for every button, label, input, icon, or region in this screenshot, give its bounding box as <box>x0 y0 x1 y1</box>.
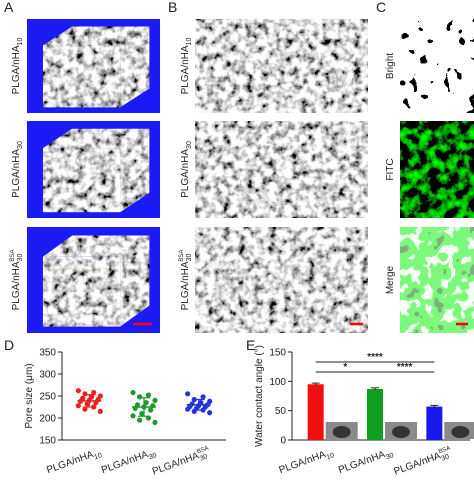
micrograph <box>400 19 474 113</box>
x-tick-label: PLGA/nHA10 <box>45 446 103 478</box>
sem-image <box>195 227 368 333</box>
y-tick-label: 0 <box>280 436 286 447</box>
significance-label: **** <box>397 362 413 373</box>
data-point <box>97 408 103 414</box>
significance-label: **** <box>367 352 383 363</box>
data-point <box>82 391 88 397</box>
bar <box>307 384 324 440</box>
row-label: PLGA/nHA10 <box>180 38 193 95</box>
panel-label: B <box>168 0 177 15</box>
data-point <box>82 406 88 412</box>
data-point <box>207 410 213 416</box>
y-tick-label: 200 <box>39 414 56 425</box>
cube-face <box>42 45 121 108</box>
cube-face <box>120 235 150 327</box>
y-tick-label: 50 <box>275 406 287 417</box>
significance-label: * <box>343 362 347 373</box>
data-point <box>75 388 81 394</box>
droplet <box>332 426 351 438</box>
row-label: PLGA/nHA30 <box>11 141 24 198</box>
sem-image <box>195 121 368 218</box>
y-tick-label: 350 <box>39 348 56 359</box>
y-axis-label: Water contact angle (°) <box>254 345 265 447</box>
y-tick-label: 250 <box>39 392 56 403</box>
data-point <box>200 394 206 400</box>
row-label: PLGA/nHA10 <box>11 38 24 95</box>
droplet <box>392 426 410 438</box>
cube-face <box>42 148 121 213</box>
data-point <box>185 406 191 412</box>
y-tick-label: 100 <box>269 377 286 388</box>
cube-face <box>42 235 150 257</box>
micrograph <box>400 121 474 218</box>
cube-face <box>42 128 150 149</box>
y-tick-label: 150 <box>39 436 56 447</box>
data-point <box>152 419 158 425</box>
panel-label: E <box>246 337 255 353</box>
data-point <box>84 401 90 407</box>
row-label: PLGA/nHA30BSA <box>179 250 193 311</box>
panel-label: D <box>4 337 14 353</box>
data-point <box>137 417 143 423</box>
data-point <box>145 392 151 398</box>
micrograph <box>400 227 474 333</box>
data-point <box>137 394 143 400</box>
channel-label: FITC <box>385 158 396 180</box>
data-point <box>152 397 158 403</box>
row-label: PLGA/nHA30BSA <box>10 250 24 311</box>
image-panels <box>27 19 474 333</box>
data-point <box>185 391 191 397</box>
data-point <box>130 389 136 396</box>
y-tick-label: 300 <box>39 370 56 381</box>
channel-label: Bright <box>385 53 396 79</box>
channel-label: Merge <box>385 265 396 294</box>
x-tick-label: PLGA/nHA10 <box>278 446 336 478</box>
x-tick-label: PLGA/nHA30BSA <box>151 446 213 480</box>
sem-image <box>195 19 368 113</box>
data-point <box>143 400 149 406</box>
cube-face <box>42 26 150 46</box>
x-tick-label: PLGA/nHA30 <box>100 446 158 478</box>
cube-face <box>42 256 121 327</box>
bar <box>367 388 383 440</box>
panel-label: A <box>4 0 14 15</box>
y-axis-label: Pore size (μm) <box>24 363 35 428</box>
data-point <box>139 411 145 417</box>
cube-face <box>120 26 150 108</box>
droplet <box>451 426 470 438</box>
x-tick-label: PLGA/nHA30 <box>337 446 395 478</box>
data-point <box>130 413 136 419</box>
data-point <box>148 407 154 413</box>
data-point <box>75 403 81 409</box>
cube-face <box>120 128 150 213</box>
bar <box>426 406 443 440</box>
x-tick-label: PLGA/nHA30BSA <box>392 446 454 480</box>
panel-label: C <box>376 0 386 15</box>
y-tick-label: 150 <box>269 348 286 359</box>
row-label: PLGA/nHA30 <box>180 141 193 198</box>
data-point <box>91 389 97 396</box>
